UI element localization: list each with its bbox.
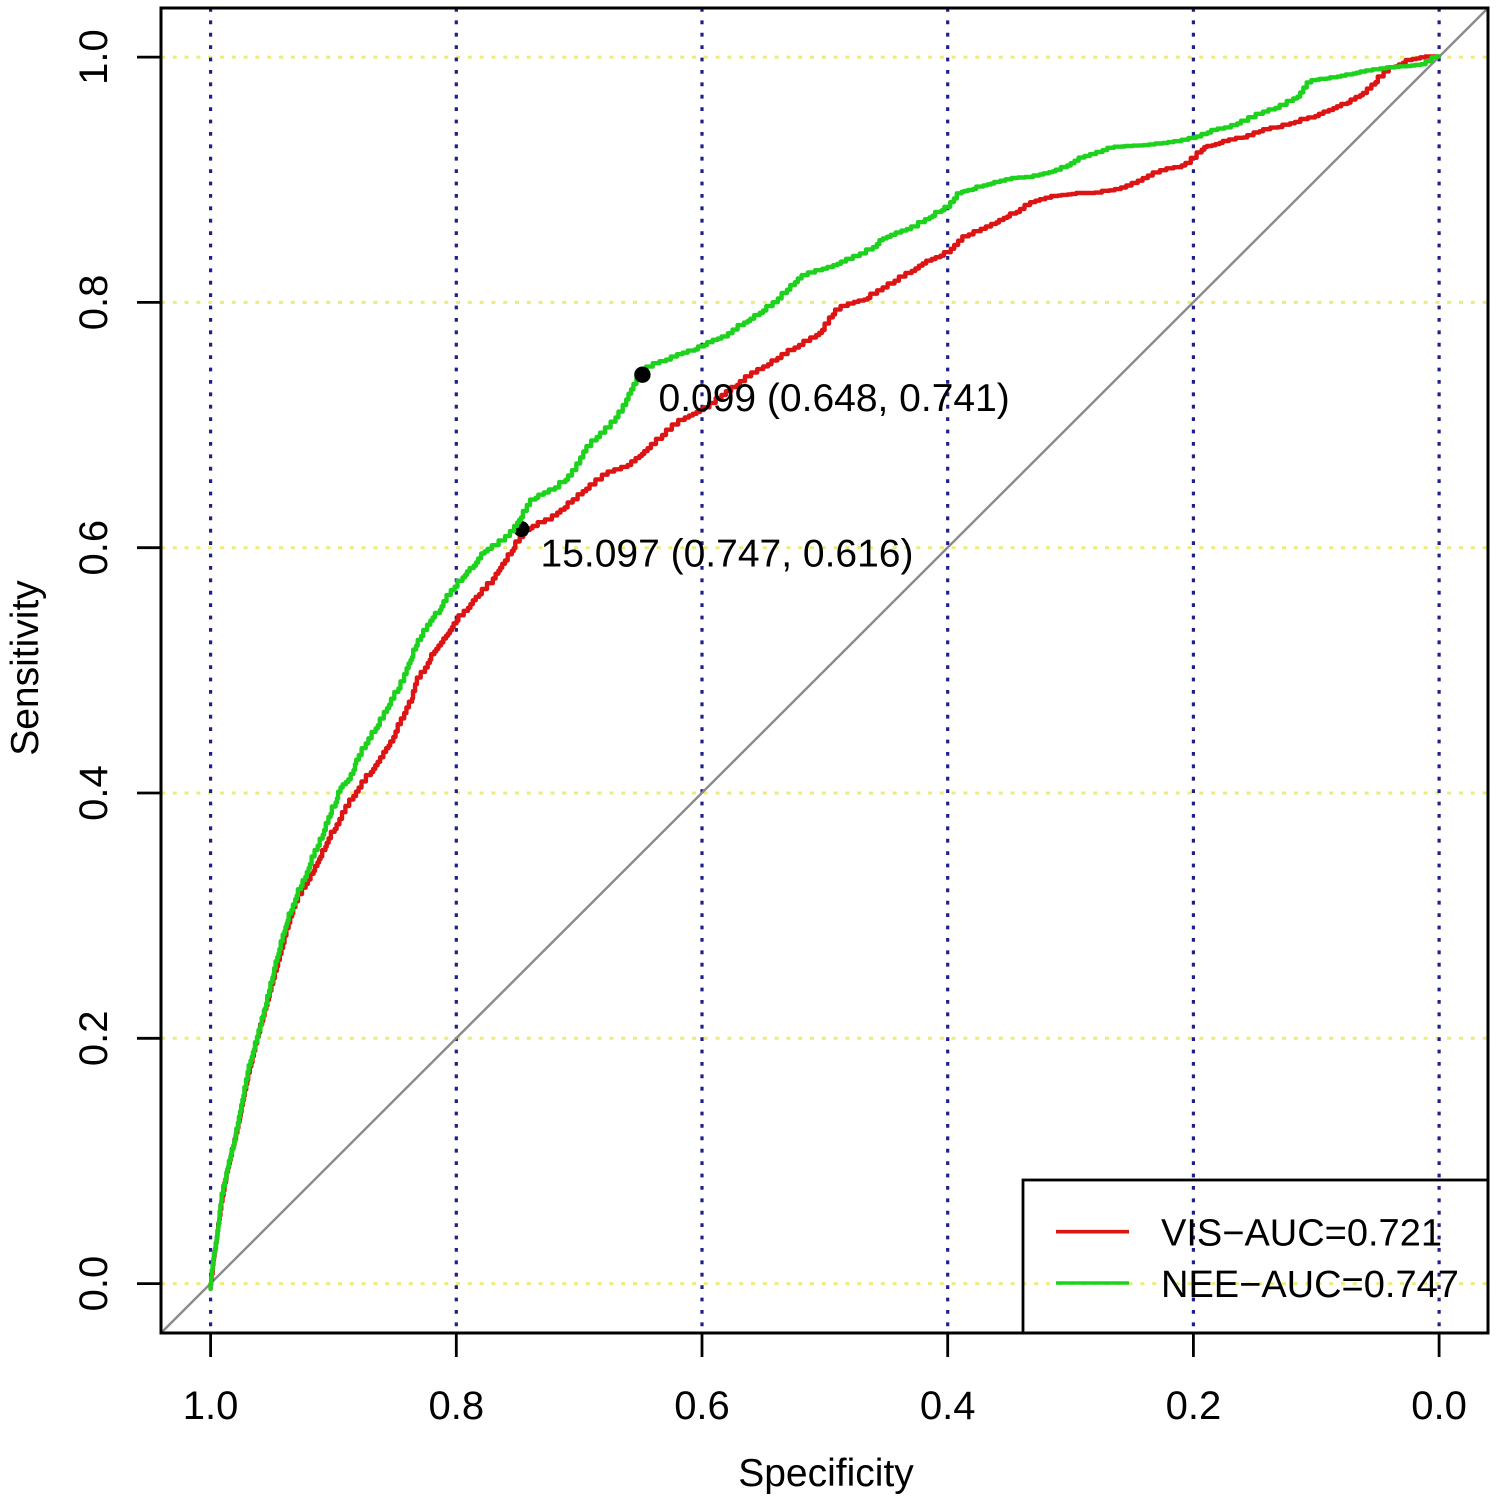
svg-text:0.2: 0.2 xyxy=(72,1010,116,1066)
svg-text:15.097 (0.747, 0.616): 15.097 (0.747, 0.616) xyxy=(541,533,914,576)
svg-text:0.6: 0.6 xyxy=(72,520,116,576)
svg-text:NEE−AUC=0.747: NEE−AUC=0.747 xyxy=(1161,1264,1459,1306)
svg-text:0.2: 0.2 xyxy=(1166,1384,1222,1428)
svg-text:0.099 (0.648, 0.741): 0.099 (0.648, 0.741) xyxy=(659,377,1010,420)
svg-text:0.8: 0.8 xyxy=(428,1384,484,1428)
svg-text:0.4: 0.4 xyxy=(920,1384,976,1428)
svg-text:Specificity: Specificity xyxy=(738,1452,914,1495)
svg-text:1.0: 1.0 xyxy=(183,1384,239,1428)
svg-text:0.4: 0.4 xyxy=(72,765,116,821)
svg-text:0.6: 0.6 xyxy=(674,1384,730,1428)
svg-text:1.0: 1.0 xyxy=(72,29,116,85)
svg-text:0.0: 0.0 xyxy=(1411,1384,1467,1428)
svg-text:0.8: 0.8 xyxy=(72,275,116,331)
svg-text:0.0: 0.0 xyxy=(72,1256,116,1312)
svg-text:VIS−AUC=0.721: VIS−AUC=0.721 xyxy=(1161,1213,1442,1255)
svg-text:Sensitivity: Sensitivity xyxy=(4,580,47,756)
